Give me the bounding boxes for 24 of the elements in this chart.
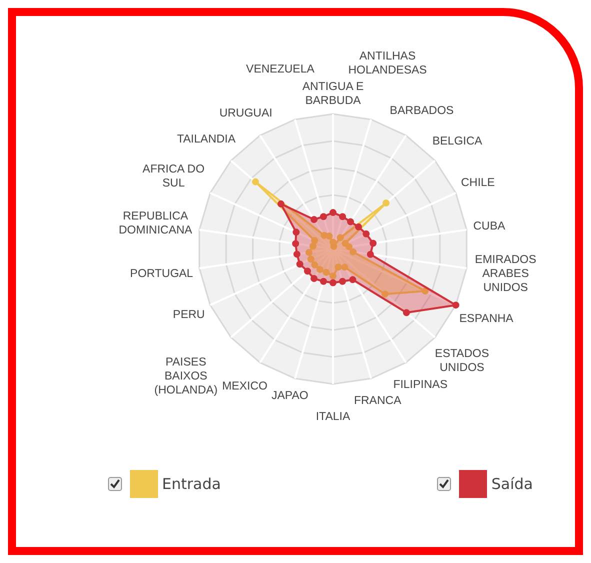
spoke-label: ESTADOS UNIDOS [434,348,490,374]
spoke-label: AFRICA DO SUL [142,163,205,190]
spoke-label: CHILE [460,176,496,189]
spoke-label: ANTIGUA E BARBUDA [302,81,364,108]
spoke-label: BELGICA [432,136,483,148]
legend-label: Saída [491,475,533,493]
spoke-label: REPUBLICA DOMINICANA [118,210,193,237]
legend-label: Entrada [162,475,221,493]
spoke-label: MEXICO [222,380,268,392]
spoke-label: PERU [172,308,205,321]
spoke-label: ESPANHA [459,313,514,326]
spoke-label: EMIRADOS ARABES UNIDOS [474,254,537,294]
spoke-label: VENEZUELA [246,63,315,76]
spoke-label: PORTUGAL [130,268,194,280]
spoke-label: TAILANDIA [176,133,236,146]
spoke-label: JAPAO [271,390,308,402]
spoke-label: FILIPINAS [393,379,448,392]
spoke-label: ANTILHAS HOLANDESAS [348,50,428,77]
spoke-label: BARBADOS [390,105,454,118]
spoke-label: PAISES BAIXOS (HOLANDA) [154,356,218,397]
spoke-label: URUGUAI [219,108,272,120]
spoke-label: CUBA [473,220,506,233]
spoke-label: FRANCA [354,395,402,408]
spoke-label: ITALIA [316,411,350,424]
